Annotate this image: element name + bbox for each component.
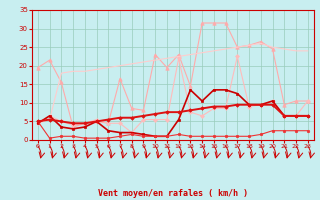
- Text: Vent moyen/en rafales ( km/h ): Vent moyen/en rafales ( km/h ): [98, 189, 248, 198]
